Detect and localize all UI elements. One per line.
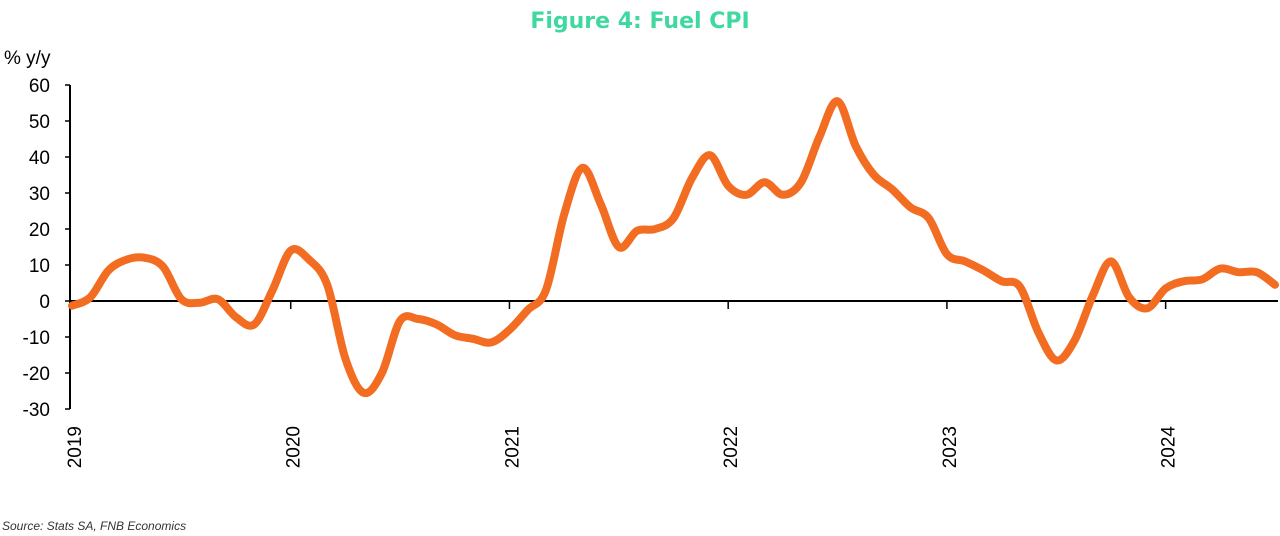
y-tick-label: 50 bbox=[29, 112, 50, 133]
y-tick-label: 10 bbox=[29, 256, 50, 277]
y-tick-label: 30 bbox=[29, 184, 50, 205]
x-tick-label: 2020 bbox=[284, 426, 305, 468]
x-tick-label: 2024 bbox=[1159, 426, 1180, 469]
y-tick-label: -10 bbox=[23, 328, 50, 349]
y-axis: 60 50 40 30 20 10 0 -10 -20 -30 bbox=[23, 76, 71, 421]
series-line-fuel-cpi bbox=[68, 97, 1279, 398]
y-tick-label: 40 bbox=[29, 148, 50, 169]
y-tick-label: -20 bbox=[23, 364, 50, 385]
y-axis-unit-label: % y/y bbox=[4, 48, 51, 69]
x-tick-label: 2019 bbox=[65, 426, 86, 468]
y-tick-label: 20 bbox=[29, 220, 50, 241]
source-note: Source: Stats SA, FNB Economics bbox=[2, 519, 186, 533]
x-tick-label: 2023 bbox=[940, 426, 961, 468]
y-tick-label: 60 bbox=[29, 76, 50, 97]
y-tick-label: 0 bbox=[39, 292, 50, 313]
x-tick-label: 2021 bbox=[502, 426, 523, 468]
y-tick-label: -30 bbox=[23, 400, 50, 421]
x-tick-label: 2022 bbox=[721, 426, 742, 468]
chart-title: Figure 4: Fuel CPI bbox=[530, 9, 749, 34]
